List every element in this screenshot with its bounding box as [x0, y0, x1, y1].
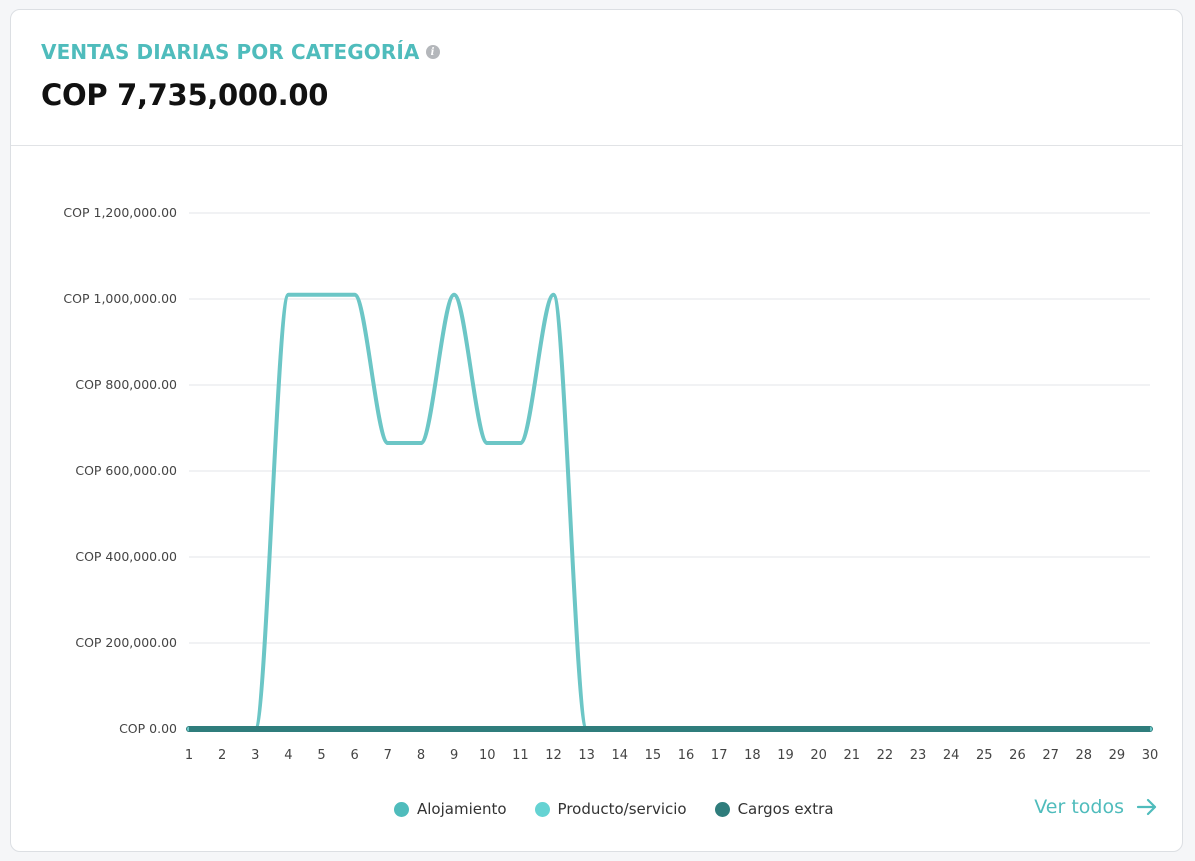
- y-tick-label: COP 1,200,000.00: [63, 205, 177, 220]
- x-tick-label: 10: [479, 748, 496, 763]
- y-tick-label: COP 200,000.00: [75, 635, 177, 650]
- x-tick-label: 19: [777, 748, 794, 763]
- x-tick-label: 6: [351, 748, 359, 763]
- total-amount: COP 7,735,000.00: [41, 78, 329, 112]
- x-tick-label: 23: [910, 748, 927, 763]
- chart-legend: Alojamiento Producto/servicio Cargos ext…: [394, 800, 834, 818]
- x-tick-label: 12: [545, 748, 562, 763]
- legend-label: Alojamiento: [417, 800, 507, 818]
- x-tick-label: 7: [384, 748, 392, 763]
- x-tick-label: 2: [218, 748, 226, 763]
- legend-dot-producto: [534, 801, 550, 817]
- legend-label: Producto/servicio: [557, 800, 687, 818]
- ver-todos-label: Ver todos: [1034, 796, 1124, 818]
- x-tick-label: 20: [810, 748, 827, 763]
- sales-card: VENTAS DIARIAS POR CATEGORÍA i COP 7,735…: [10, 9, 1183, 852]
- legend-dot-alojamiento: [394, 801, 409, 817]
- x-tick-label: 18: [744, 748, 761, 763]
- y-tick-label: COP 400,000.00: [75, 549, 177, 564]
- chart-title: VENTAS DIARIAS POR CATEGORÍA: [41, 40, 420, 64]
- info-icon[interactable]: i: [425, 45, 440, 59]
- x-tick-label: 15: [645, 748, 662, 763]
- y-tick-label: COP 0.00: [119, 721, 177, 736]
- x-tick-label: 14: [612, 748, 629, 763]
- card-header: VENTAS DIARIAS POR CATEGORÍA i COP 7,735…: [11, 10, 1182, 146]
- x-tick-label: 27: [1042, 748, 1059, 763]
- legend-label: Cargos extra: [737, 800, 834, 818]
- ver-todos-link[interactable]: Ver todos: [1034, 796, 1158, 818]
- x-tick-label: 29: [1109, 748, 1126, 763]
- x-tick-label: 3: [251, 748, 259, 763]
- x-tick-label: 22: [877, 748, 894, 763]
- x-tick-label: 4: [284, 748, 292, 763]
- x-tick-label: 9: [450, 748, 458, 763]
- arrow-right-icon: [1136, 798, 1157, 816]
- legend-item-producto[interactable]: Producto/servicio: [534, 800, 687, 818]
- line-chart: COP 0.00 COP 200,000.00 COP 400,000.00 COP …: [63, 205, 1159, 763]
- x-tick-label: 21: [843, 748, 860, 763]
- legend-item-cargos[interactable]: Cargos extra: [714, 800, 834, 818]
- title-row: VENTAS DIARIAS POR CATEGORÍA i: [41, 40, 440, 64]
- series-line-alojamiento: [187, 292, 1152, 731]
- x-tick-label: 8: [417, 748, 425, 763]
- x-tick-label: 13: [578, 748, 595, 763]
- x-tick-label: 16: [678, 748, 695, 763]
- x-tick-label: 5: [317, 748, 325, 763]
- legend-item-alojamiento[interactable]: Alojamiento: [394, 800, 507, 818]
- x-tick-label: 28: [1075, 748, 1092, 763]
- legend-dot-cargos: [714, 801, 730, 817]
- x-tick-label: 11: [512, 748, 529, 763]
- y-tick-label: COP 800,000.00: [75, 377, 177, 392]
- x-tick-label: 1: [185, 748, 193, 763]
- x-tick-label: 24: [943, 748, 960, 763]
- y-tick-label: COP 1,000,000.00: [63, 291, 177, 306]
- x-tick-label: 25: [976, 748, 993, 763]
- x-tick-label: 30: [1142, 748, 1159, 763]
- y-tick-label: COP 600,000.00: [75, 463, 177, 478]
- x-tick-label: 17: [711, 748, 728, 763]
- x-tick-label: 26: [1009, 748, 1026, 763]
